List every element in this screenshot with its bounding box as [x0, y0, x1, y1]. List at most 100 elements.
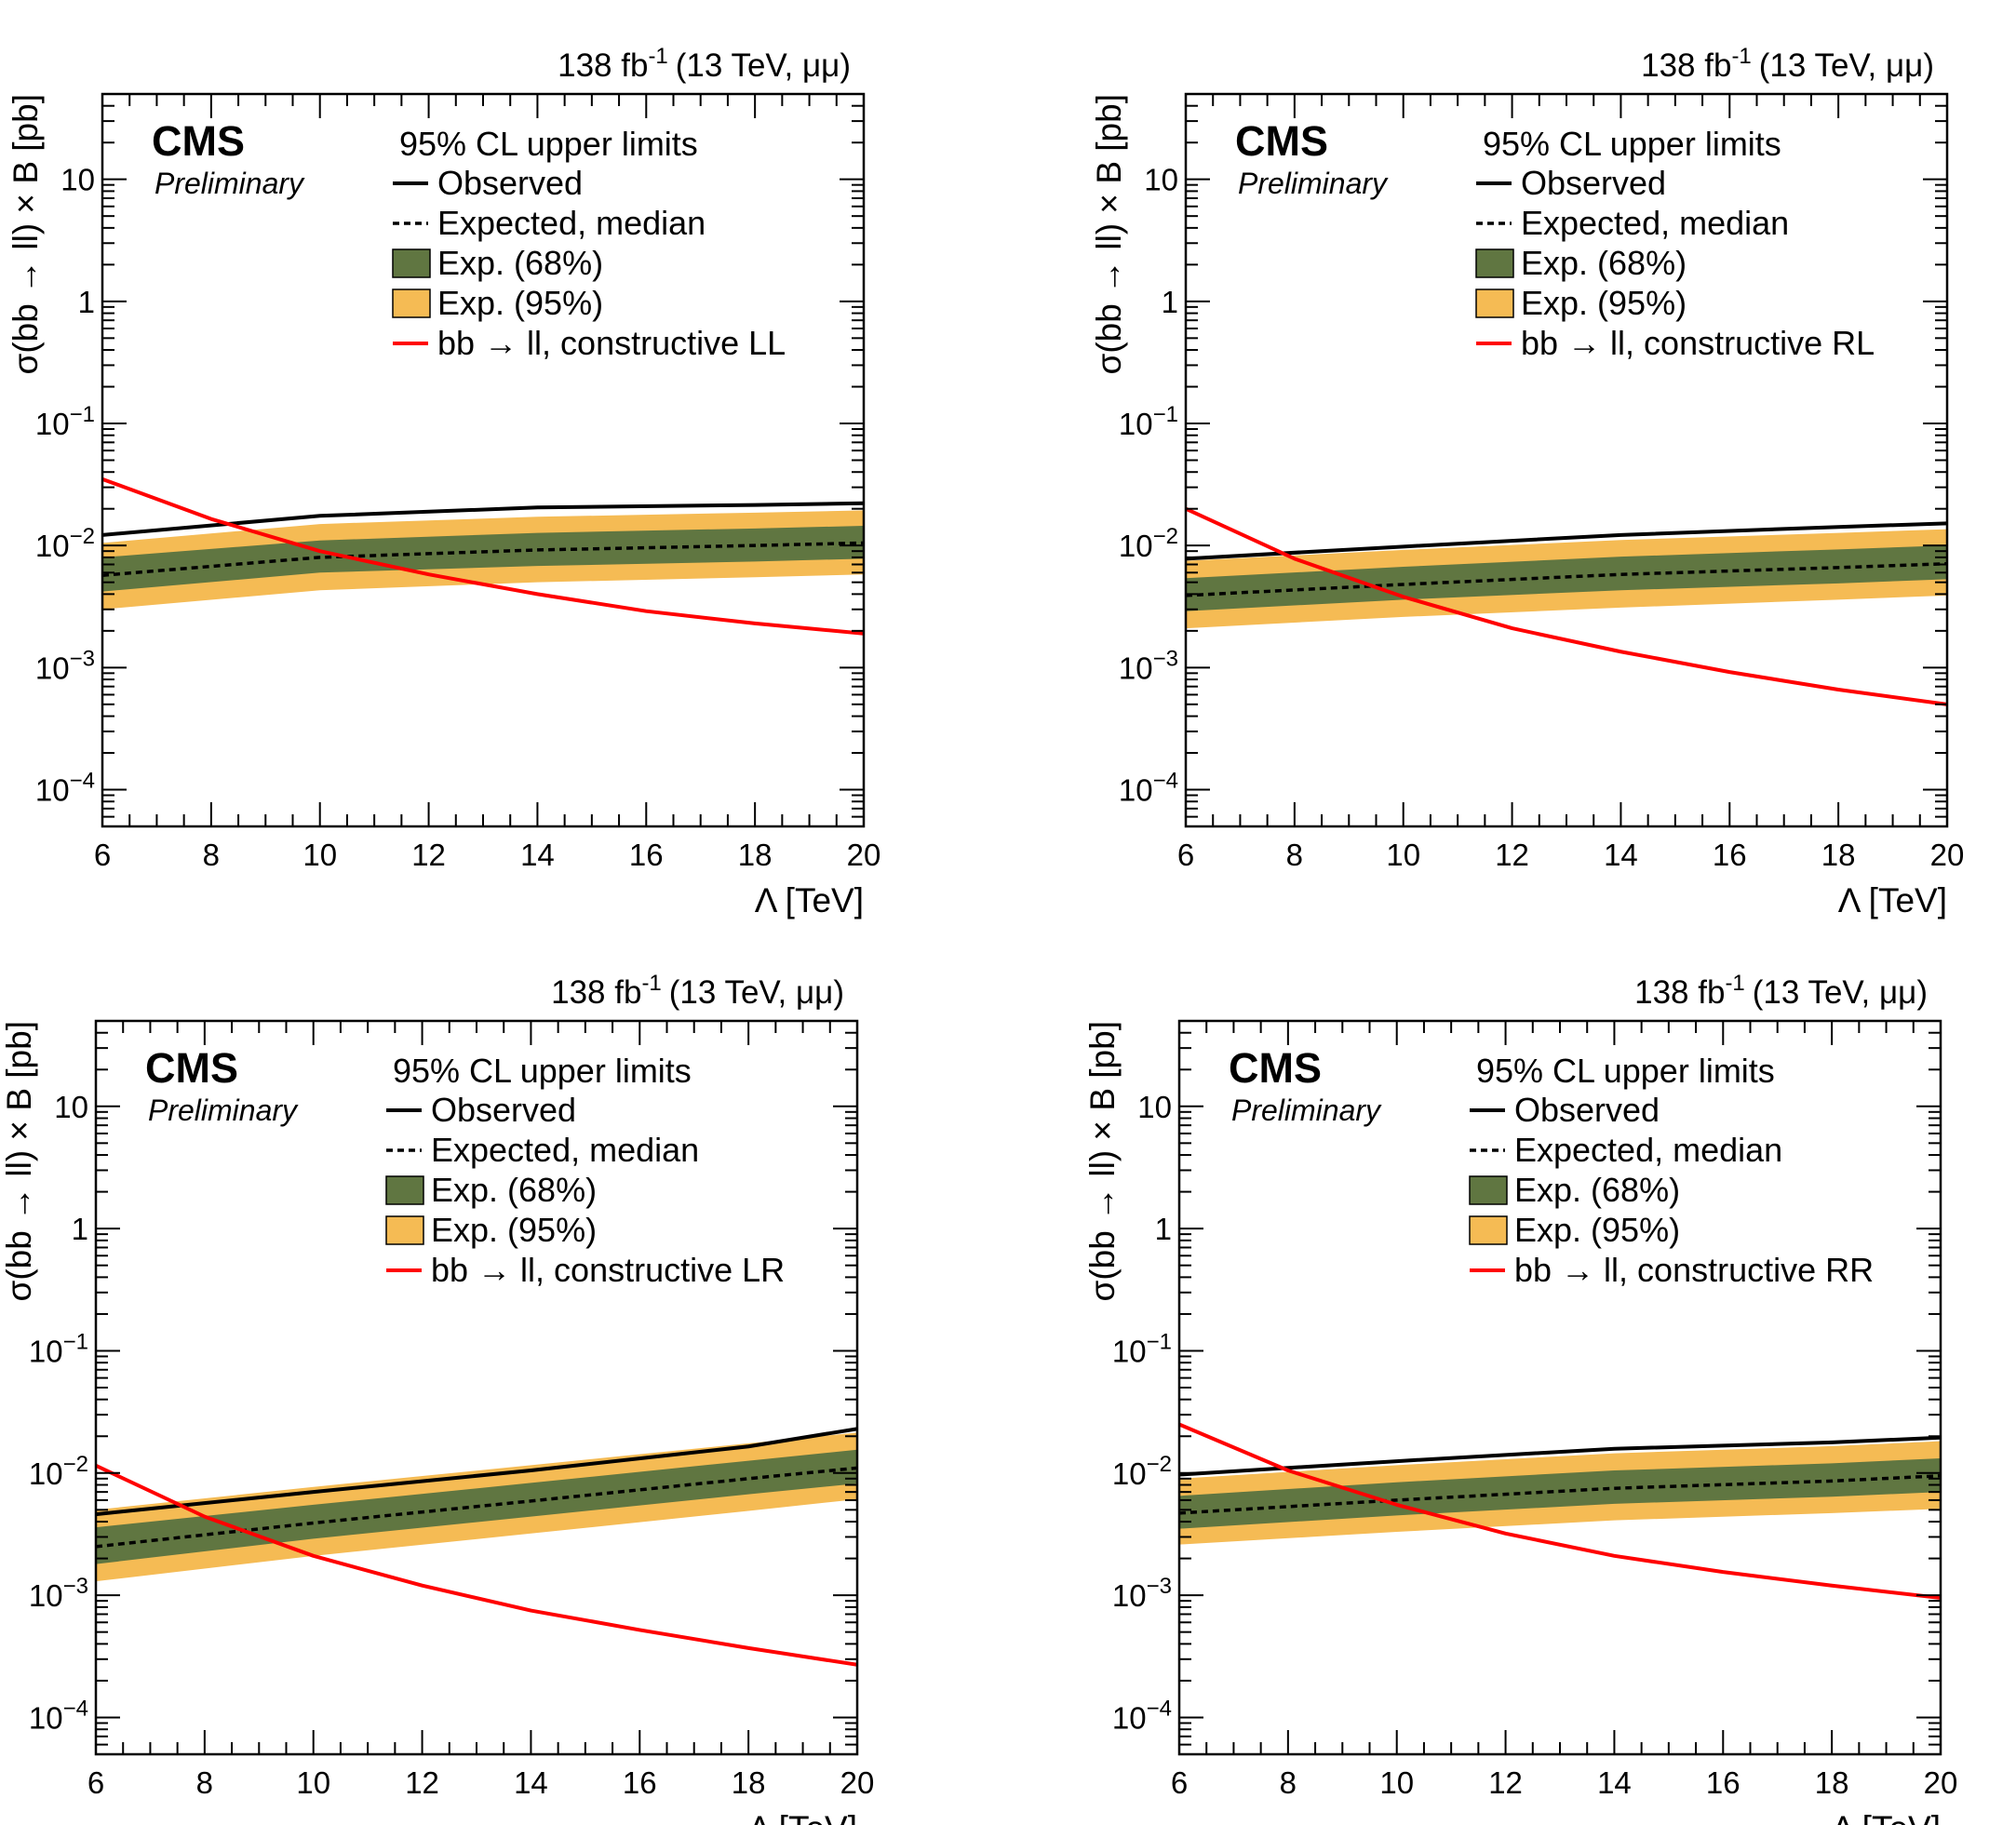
legend-band95-swatch	[1469, 1215, 1508, 1245]
legend-title: 95% CL upper limits	[1476, 1052, 1775, 1090]
y-tick-base: 10	[60, 163, 95, 197]
legend-theory-label: bb → ll, constructive LL	[437, 324, 786, 362]
y-tick-label: 1	[1155, 1212, 1172, 1246]
legend-observed-label: Observed	[437, 164, 583, 202]
lumi-value: 138 fb	[1641, 47, 1731, 84]
legend-expected-label: Expected, median	[1521, 204, 1789, 242]
energy-label: (13 TeV, μμ)	[669, 974, 844, 1011]
y-axis-title: σ(bb → ll) × B [pb]	[7, 94, 45, 374]
preliminary-label: Preliminary	[1238, 167, 1389, 200]
y-tick-label: 10−3	[1119, 646, 1178, 685]
band-68	[102, 526, 864, 592]
y-tick-label: 10−3	[35, 646, 95, 685]
cms-label: CMS	[152, 117, 245, 165]
y-tick-base: 1	[1155, 1212, 1172, 1246]
y-tick-base: 10	[1119, 407, 1153, 441]
y-tick-exponent: −1	[70, 402, 95, 427]
y-tick-label: 10	[60, 163, 95, 197]
y-tick-exponent: −1	[1153, 402, 1178, 427]
x-axis-title: Λ [TeV]	[748, 1809, 857, 1825]
y-axis-title: σ(bb → ll) × B [pb]	[1090, 94, 1128, 374]
legend-expected-label: Expected, median	[431, 1131, 699, 1169]
y-tick-base: 10	[1144, 163, 1178, 197]
y-tick-base: 10	[1112, 1700, 1147, 1735]
lumi-exponent: -1	[1731, 44, 1751, 69]
y-tick-label: 10−4	[29, 1696, 88, 1735]
y-tick-label: 10−3	[1112, 1574, 1172, 1613]
legend-title: 95% CL upper limits	[393, 1052, 692, 1090]
y-tick-label: 1	[72, 1212, 88, 1246]
x-tick-label: 20	[847, 838, 881, 872]
legend-title: 95% CL upper limits	[399, 125, 698, 163]
x-tick-label: 14	[520, 838, 555, 872]
legend-band68-swatch	[1475, 248, 1514, 278]
x-tick-label: 8	[1286, 838, 1303, 872]
legend-band95-label: Exp. (95%)	[431, 1211, 597, 1249]
y-tick-base: 1	[78, 285, 95, 319]
x-tick-label: 12	[1488, 1765, 1523, 1800]
y-tick-exponent: −3	[63, 1574, 88, 1599]
legend-theory-label: bb → ll, constructive RL	[1521, 324, 1875, 362]
x-tick-label: 18	[732, 1765, 766, 1800]
y-tick-label: 10−1	[1112, 1329, 1172, 1368]
x-tick-label: 14	[514, 1765, 548, 1800]
observed-line	[1186, 521, 1947, 561]
legend-band68-label: Exp. (68%)	[1521, 244, 1687, 282]
y-tick-base: 10	[54, 1090, 88, 1124]
x-tick-label: 16	[1713, 838, 1747, 872]
y-tick-label: 10	[54, 1090, 88, 1124]
y-tick-exponent: −3	[1153, 646, 1178, 671]
legend-band68-swatch	[1469, 1175, 1508, 1205]
y-tick-exponent: −2	[1153, 524, 1178, 549]
lumi-exponent: -1	[641, 971, 661, 996]
y-tick-label: 10−2	[35, 524, 95, 563]
legend-band68-label: Exp. (68%)	[1514, 1171, 1680, 1209]
cms-label: CMS	[145, 1044, 238, 1092]
legend-theory-label: bb → ll, constructive RR	[1514, 1251, 1874, 1289]
y-tick-exponent: −4	[63, 1696, 88, 1721]
x-tick-label: 18	[1821, 838, 1856, 872]
y-tick-base: 10	[1119, 773, 1153, 808]
y-tick-exponent: −4	[1153, 769, 1178, 794]
lumi-exponent: -1	[648, 44, 667, 69]
legend-observed-label: Observed	[1514, 1091, 1660, 1129]
theory-line	[96, 1464, 857, 1667]
preliminary-label: Preliminary	[1231, 1094, 1382, 1127]
x-tick-label: 12	[1495, 838, 1529, 872]
legend-expected-label: Expected, median	[1514, 1131, 1782, 1169]
expected-median-line	[102, 541, 864, 577]
y-tick-exponent: −3	[70, 646, 95, 671]
x-tick-label: 20	[1924, 1765, 1958, 1800]
lumi-header: 138 fb-1 (13 TeV, μμ)	[551, 971, 844, 1011]
plot-area	[96, 1427, 857, 1667]
y-tick-label: 10−4	[35, 769, 95, 808]
legend-theory-label: bb → ll, constructive LR	[431, 1251, 785, 1289]
x-tick-label: 6	[87, 1765, 104, 1800]
y-tick-base: 10	[1112, 1334, 1147, 1368]
y-tick-base: 10	[29, 1700, 63, 1735]
y-tick-base: 10	[1119, 529, 1153, 563]
cms-label: CMS	[1229, 1044, 1322, 1092]
y-axis-title: σ(bb → ll) × B [pb]	[0, 1021, 38, 1301]
legend-band95-label: Exp. (95%)	[1514, 1211, 1680, 1249]
x-axis-title: Λ [TeV]	[1832, 1809, 1941, 1825]
y-tick-label: 10−2	[1112, 1452, 1172, 1491]
x-tick-label: 10	[1386, 838, 1420, 872]
band-68	[1179, 1457, 1941, 1529]
y-tick-base: 1	[72, 1212, 88, 1246]
y-tick-base: 10	[1112, 1456, 1147, 1491]
energy-label: (13 TeV, μμ)	[1759, 47, 1934, 84]
legend-observed-label: Observed	[431, 1091, 576, 1129]
x-axis-title: Λ [TeV]	[755, 881, 864, 919]
y-tick-label: 10−1	[29, 1329, 88, 1368]
x-tick-label: 10	[296, 1765, 330, 1800]
observed-line	[1179, 1435, 1941, 1477]
theory-line	[1186, 506, 1947, 706]
y-tick-base: 10	[29, 1334, 63, 1368]
legend-band95-label: Exp. (95%)	[437, 284, 603, 322]
x-tick-label: 8	[196, 1765, 213, 1800]
x-tick-label: 14	[1597, 1765, 1632, 1800]
